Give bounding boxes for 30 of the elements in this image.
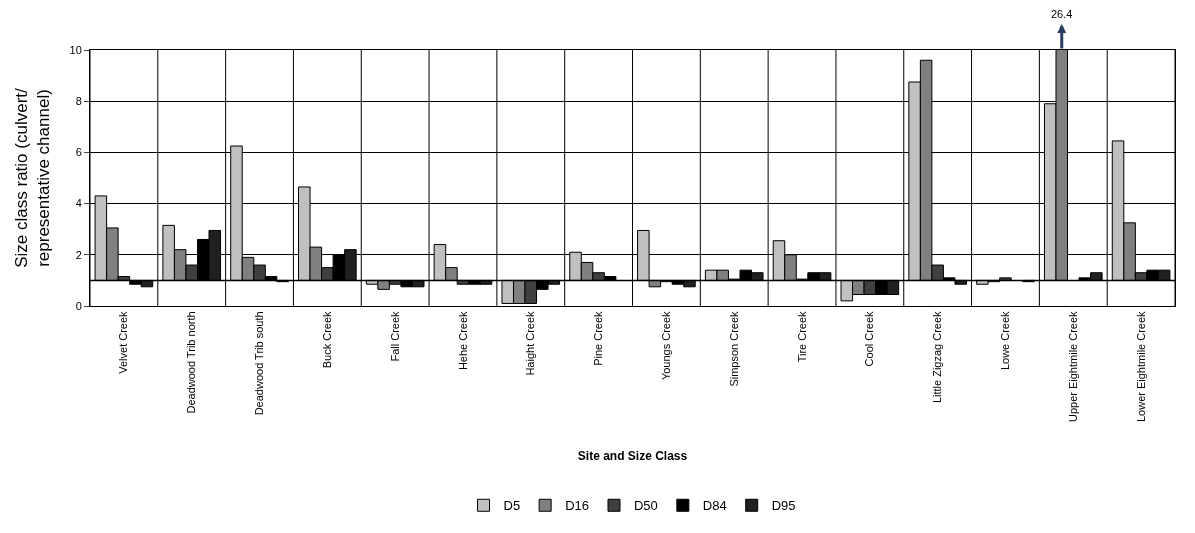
x-tick-label: Tire Creek: [795, 310, 808, 363]
x-tick-label: Buck Creek: [320, 310, 333, 369]
y-tick-label: 10: [69, 43, 82, 56]
y-axis-title: Size class ratio (culvert/ representative channel): [12, 87, 54, 268]
x-tick-label: Little Zigzag Creek: [931, 310, 944, 404]
x-axis-title: Site and Size Class: [577, 448, 688, 463]
x-tick-label: Upper Eightmile Creek: [1066, 310, 1079, 423]
x-tick-label: Lower Eightmile Creek: [1134, 310, 1147, 423]
y-tick-label: 2: [75, 248, 82, 261]
y-tick-label: 6: [75, 146, 82, 159]
x-tick-label: Cool Creek: [863, 310, 876, 367]
x-tick-label: Deadwood Trib south: [253, 311, 266, 416]
x-tick-label: Deadwood Trib north: [185, 311, 198, 414]
legend-label: D5: [503, 498, 521, 514]
legend-label: D16: [565, 498, 589, 514]
x-tick-label: Fall Creek: [388, 310, 401, 362]
x-tick-label: Lowe Creek: [999, 310, 1012, 371]
x-tick-label: Hehe Creek: [456, 310, 469, 371]
y-tick-label: 0: [75, 299, 82, 312]
data-label: 26.4: [1051, 8, 1073, 20]
y-tick-label: 8: [75, 95, 82, 108]
x-tick-label: Haight Creek: [524, 310, 537, 376]
y-tick-label: 4: [75, 197, 82, 210]
x-tick-label: Pine Creek: [592, 310, 605, 366]
legend-label: D50: [633, 498, 658, 514]
legend-label: D95: [771, 498, 796, 514]
x-tick-label: Youngs Creek: [659, 310, 672, 381]
x-tick-label: Velvet Creek: [117, 310, 130, 374]
legend-label: D84: [702, 498, 727, 514]
x-tick-label: Simpson Creek: [727, 310, 740, 387]
